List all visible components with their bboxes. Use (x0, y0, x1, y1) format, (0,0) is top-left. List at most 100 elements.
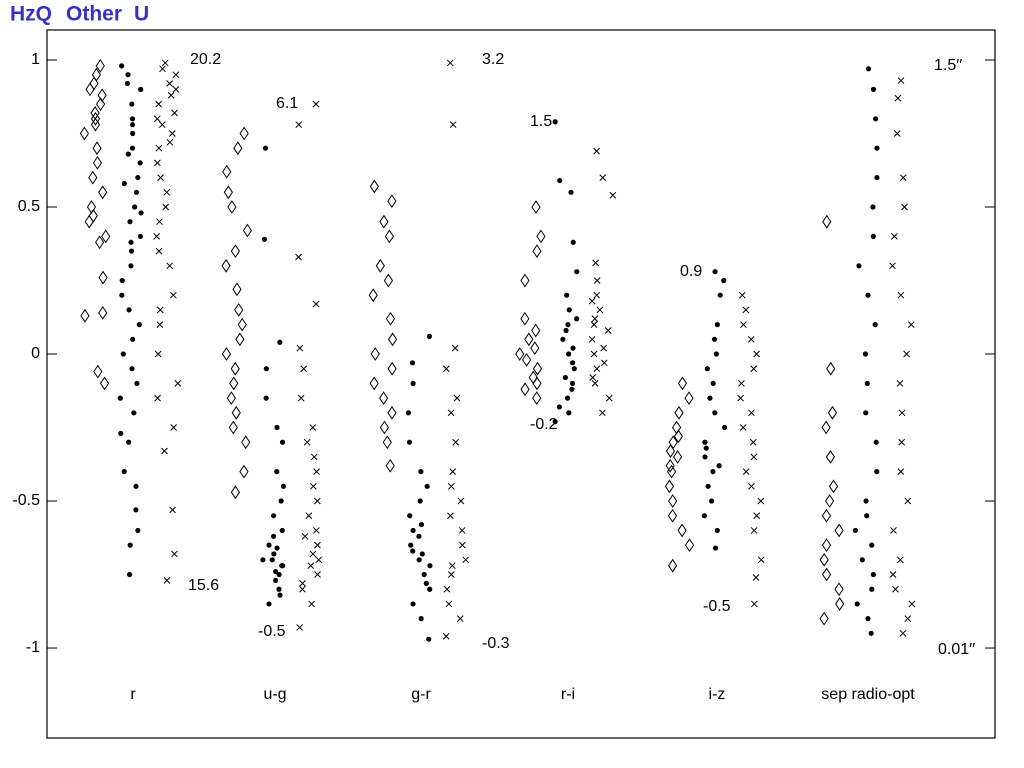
cross-point (154, 350, 162, 358)
dot-point (565, 322, 571, 328)
dot-point (263, 395, 269, 401)
cross-point (737, 394, 744, 402)
dot-point (136, 322, 142, 328)
cross-point (299, 579, 306, 587)
cross-point (309, 550, 317, 558)
cross-point (894, 94, 902, 102)
dot-point (704, 366, 710, 372)
y-tick-label: -0.5 (12, 492, 40, 509)
dot-point (133, 189, 140, 195)
dot-point (405, 410, 411, 416)
dot-point (274, 469, 280, 475)
dot-point (271, 513, 277, 519)
dot-point (863, 410, 869, 416)
dot-point (569, 360, 576, 366)
diamond-point (828, 479, 839, 494)
dot-point (416, 557, 422, 563)
diamond-point (84, 214, 94, 229)
legend-label: U (134, 3, 149, 26)
dot-point (421, 571, 427, 578)
diamond-point (668, 558, 678, 573)
cross-point (908, 600, 916, 608)
dot-point (721, 277, 727, 284)
cross-point (898, 409, 906, 417)
dot-point (271, 551, 277, 557)
cross-point (447, 482, 455, 490)
diamond-point (385, 458, 395, 473)
diamond-point (664, 479, 675, 494)
cross-point (899, 174, 907, 181)
diamond-point (387, 405, 397, 420)
diamond-point (666, 464, 677, 479)
dot-point (127, 542, 133, 548)
dot-point (714, 527, 720, 534)
cross-point (451, 344, 459, 352)
dot-point (121, 469, 127, 475)
cross-point (442, 632, 450, 640)
cross-point (158, 121, 166, 129)
diamond-point (95, 235, 105, 250)
dot-point (701, 513, 708, 519)
cross-point (889, 571, 897, 578)
diamond-point (665, 458, 675, 473)
cross-point (892, 585, 899, 593)
range-label: 6.1 (276, 95, 298, 112)
cross-point (600, 344, 607, 352)
dot-point (423, 580, 429, 586)
dot-point (279, 439, 286, 445)
dot-point (269, 557, 275, 563)
diamond-point (230, 485, 241, 500)
diamond-point (532, 376, 542, 391)
dot-point (426, 333, 433, 339)
dot-point (129, 101, 135, 107)
range-label: -0.5 (703, 598, 731, 615)
cross-point (901, 203, 908, 211)
dot-point (426, 636, 432, 642)
cross-point (161, 447, 168, 455)
diamond-point (222, 164, 232, 179)
cross-point (897, 468, 905, 475)
dot-point (273, 577, 279, 584)
dot-point (702, 439, 708, 445)
cross-point (300, 365, 308, 373)
diamond-point (95, 97, 106, 111)
dot-point (130, 336, 136, 342)
range-label: -0.2 (530, 416, 558, 433)
cross-point (166, 80, 173, 87)
dot-point (129, 122, 136, 128)
cross-point (172, 86, 180, 93)
cross-point (593, 147, 601, 155)
dot-point (407, 513, 413, 519)
y-tick-label: 0 (31, 345, 40, 362)
dot-point (574, 269, 580, 275)
dot-point (125, 151, 131, 157)
cross-point (448, 562, 456, 570)
cross-point (295, 121, 303, 129)
diamond-point (221, 347, 232, 361)
cross-point (599, 174, 607, 181)
dot-point (556, 404, 562, 410)
dot-point (712, 545, 719, 551)
diamond-point (822, 567, 832, 582)
dot-point (865, 292, 871, 298)
cross-point (310, 482, 317, 490)
diamond-point (79, 126, 90, 141)
cross-point (155, 144, 163, 152)
diamond-point (234, 303, 244, 317)
legend-label: HzQ (10, 3, 52, 26)
cross-point (447, 512, 454, 520)
cross-point (313, 527, 320, 534)
cross-point (156, 306, 164, 314)
dot-point (569, 380, 576, 387)
cross-point (443, 365, 450, 373)
x-category-label: r-i (561, 686, 575, 703)
cross-point (314, 571, 321, 578)
cross-point (742, 468, 750, 475)
dot-point (856, 263, 862, 269)
dot-point (566, 351, 572, 357)
cross-point (588, 297, 596, 305)
cross-point (752, 574, 760, 581)
dot-point (560, 336, 566, 342)
diamond-point (242, 223, 253, 238)
diamond-point (221, 258, 231, 273)
